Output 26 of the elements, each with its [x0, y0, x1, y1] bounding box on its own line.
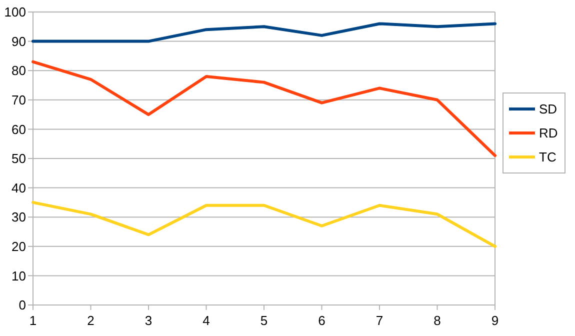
- y-tick-label: 20: [12, 238, 26, 254]
- x-tick-label: 8: [434, 313, 441, 328]
- x-tick-label: 7: [376, 313, 384, 328]
- x-tick-label: 5: [260, 313, 268, 328]
- y-tick-label: 10: [12, 268, 26, 284]
- legend-label: RD: [539, 126, 558, 141]
- x-tick-label: 3: [144, 313, 152, 328]
- line-series: [32, 60, 496, 158]
- y-tick-label: 90: [12, 34, 26, 49]
- y-tick-label: 40: [12, 180, 26, 196]
- y-tick-label: 50: [12, 151, 26, 166]
- y-tick-label: 30: [12, 210, 26, 225]
- x-tick-label: 2: [87, 313, 94, 328]
- x-tick-label: 4: [202, 313, 210, 328]
- line-series: [32, 22, 496, 43]
- legend-label: SD: [539, 102, 558, 117]
- y-tick-label: 70: [12, 92, 26, 108]
- line-series: [32, 200, 496, 248]
- y-tick-label: 60: [12, 122, 26, 137]
- x-tick-label: 9: [491, 313, 499, 328]
- x-tick-label: 6: [318, 313, 326, 328]
- y-tick-label: 100: [4, 4, 26, 20]
- x-tick-label: 1: [29, 313, 37, 328]
- y-tick-label: 0: [18, 298, 26, 313]
- y-tick-label: 80: [12, 63, 26, 78]
- legend-label: TC: [539, 150, 556, 165]
